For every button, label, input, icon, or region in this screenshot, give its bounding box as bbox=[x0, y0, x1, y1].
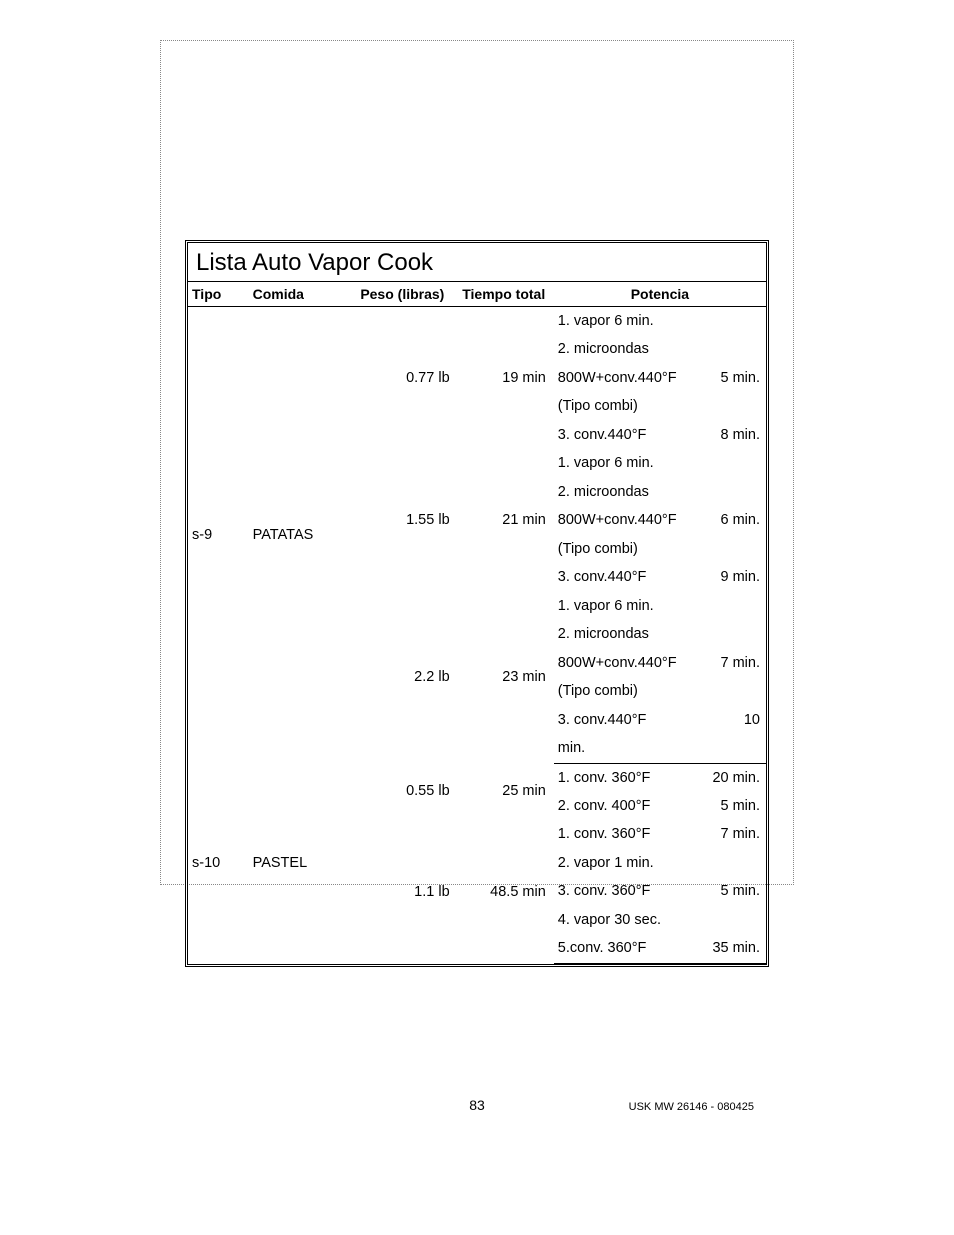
cell-tipo: s-10 bbox=[188, 763, 249, 963]
cell-potencia-text: (Tipo combi) bbox=[554, 677, 698, 705]
cell-potencia-dur: 10 bbox=[698, 706, 766, 734]
cell-potencia-text: 800W+conv.440°F bbox=[554, 506, 698, 534]
cell-potencia-text: 3. conv.440°F bbox=[554, 706, 698, 734]
cell-tiempo: 48.5 min bbox=[458, 820, 554, 963]
cell-tiempo: 25 min bbox=[458, 763, 554, 820]
cell-potencia-text: 800W+conv.440°F bbox=[554, 649, 698, 677]
cell-potencia-text: 2. microondas bbox=[554, 335, 698, 363]
cell-tiempo: 21 min bbox=[458, 449, 554, 591]
cell-potencia-dur bbox=[698, 906, 766, 934]
cell-potencia-dur: 8 min. bbox=[698, 421, 766, 449]
cell-peso: 1.55 lb bbox=[351, 449, 458, 591]
cell-potencia-dur bbox=[698, 449, 766, 477]
cell-potencia-text: 2. microondas bbox=[554, 478, 698, 506]
table-row: s-10PASTEL0.55 lb25 min1. conv. 360°F20 … bbox=[188, 763, 766, 792]
cell-potencia-dur bbox=[698, 849, 766, 877]
cell-potencia-dur bbox=[698, 392, 766, 420]
table-row: s-9PATATAS0.77 lb19 min1. vapor 6 min. bbox=[188, 307, 766, 336]
cell-potencia-text: 3. conv. 360°F bbox=[554, 877, 698, 905]
cell-potencia-dur: 5 min. bbox=[698, 364, 766, 392]
cell-potencia-text: 4. vapor 30 sec. bbox=[554, 906, 698, 934]
cell-potencia-text: min. bbox=[554, 734, 698, 763]
cell-potencia-text: (Tipo combi) bbox=[554, 535, 698, 563]
cell-potencia-dur bbox=[698, 620, 766, 648]
cell-tipo: s-9 bbox=[188, 307, 249, 764]
cell-tiempo: 19 min bbox=[458, 307, 554, 450]
table-title: Lista Auto Vapor Cook bbox=[188, 243, 766, 281]
cell-potencia-text: 3. conv.440°F bbox=[554, 563, 698, 591]
vapor-cook-table: Lista Auto Vapor Cook Tipo Comida Peso (… bbox=[185, 240, 769, 967]
cell-peso: 2.2 lb bbox=[351, 592, 458, 763]
header-comida: Comida bbox=[249, 282, 351, 307]
cell-potencia-text: 3. conv.440°F bbox=[554, 421, 698, 449]
cell-potencia-dur bbox=[698, 307, 766, 336]
doc-id: USK MW 26146 - 080425 bbox=[629, 1101, 754, 1113]
cell-potencia-text: 1. vapor 6 min. bbox=[554, 592, 698, 620]
cell-potencia-text: 1. vapor 6 min. bbox=[554, 307, 698, 336]
cell-comida: PASTEL bbox=[249, 763, 351, 963]
cell-potencia-text: 1. conv. 360°F bbox=[554, 763, 698, 792]
page-border: Lista Auto Vapor Cook Tipo Comida Peso (… bbox=[160, 40, 794, 885]
cell-potencia-dur: 5 min. bbox=[698, 877, 766, 905]
header-potencia: Potencia bbox=[554, 282, 766, 307]
cell-potencia-text: 5.conv. 360°F bbox=[554, 934, 698, 963]
cell-potencia-dur bbox=[698, 335, 766, 363]
header-row: Tipo Comida Peso (libras) Tiempo total P… bbox=[188, 282, 766, 307]
cell-potencia-dur: 20 min. bbox=[698, 763, 766, 792]
page-number: 83 bbox=[0, 1097, 954, 1113]
cell-potencia-text: 2. conv. 400°F bbox=[554, 792, 698, 820]
cell-potencia-dur: 35 min. bbox=[698, 934, 766, 963]
cell-potencia-text: 2. microondas bbox=[554, 620, 698, 648]
cell-potencia-text: 800W+conv.440°F bbox=[554, 364, 698, 392]
cell-potencia-text: 1. conv. 360°F bbox=[554, 820, 698, 848]
cell-potencia-dur bbox=[698, 535, 766, 563]
cell-potencia-text: 2. vapor 1 min. bbox=[554, 849, 698, 877]
cell-potencia-dur: 6 min. bbox=[698, 506, 766, 534]
header-peso: Peso (libras) bbox=[351, 282, 458, 307]
cell-potencia-dur bbox=[698, 592, 766, 620]
cell-potencia-dur bbox=[698, 677, 766, 705]
cell-peso: 0.77 lb bbox=[351, 307, 458, 450]
cell-potencia-text: (Tipo combi) bbox=[554, 392, 698, 420]
cell-potencia-dur bbox=[698, 734, 766, 763]
cell-tiempo: 23 min bbox=[458, 592, 554, 763]
cell-potencia-dur: 9 min. bbox=[698, 563, 766, 591]
cell-potencia-dur: 7 min. bbox=[698, 820, 766, 848]
cell-potencia-dur: 7 min. bbox=[698, 649, 766, 677]
cell-comida: PATATAS bbox=[249, 307, 351, 764]
cell-potencia-dur: 5 min. bbox=[698, 792, 766, 820]
cell-potencia-text: 1. vapor 6 min. bbox=[554, 449, 698, 477]
header-tipo: Tipo bbox=[188, 282, 249, 307]
cell-peso: 1.1 lb bbox=[351, 820, 458, 963]
header-tiempo: Tiempo total bbox=[458, 282, 554, 307]
cell-potencia-dur bbox=[698, 478, 766, 506]
cell-peso: 0.55 lb bbox=[351, 763, 458, 820]
